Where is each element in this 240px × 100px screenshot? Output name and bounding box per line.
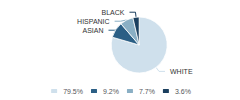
svg-text:BLACK: BLACK <box>102 9 125 16</box>
svg-text:9.2%: 9.2% <box>103 88 119 95</box>
svg-text:79.5%: 79.5% <box>63 88 83 95</box>
svg-text:HISPANIC: HISPANIC <box>77 18 110 25</box>
svg-text:ASIAN: ASIAN <box>82 27 103 34</box>
svg-text:WHITE: WHITE <box>170 68 193 75</box>
svg-text:7.7%: 7.7% <box>139 88 155 95</box>
svg-text:3.6%: 3.6% <box>175 88 191 95</box>
